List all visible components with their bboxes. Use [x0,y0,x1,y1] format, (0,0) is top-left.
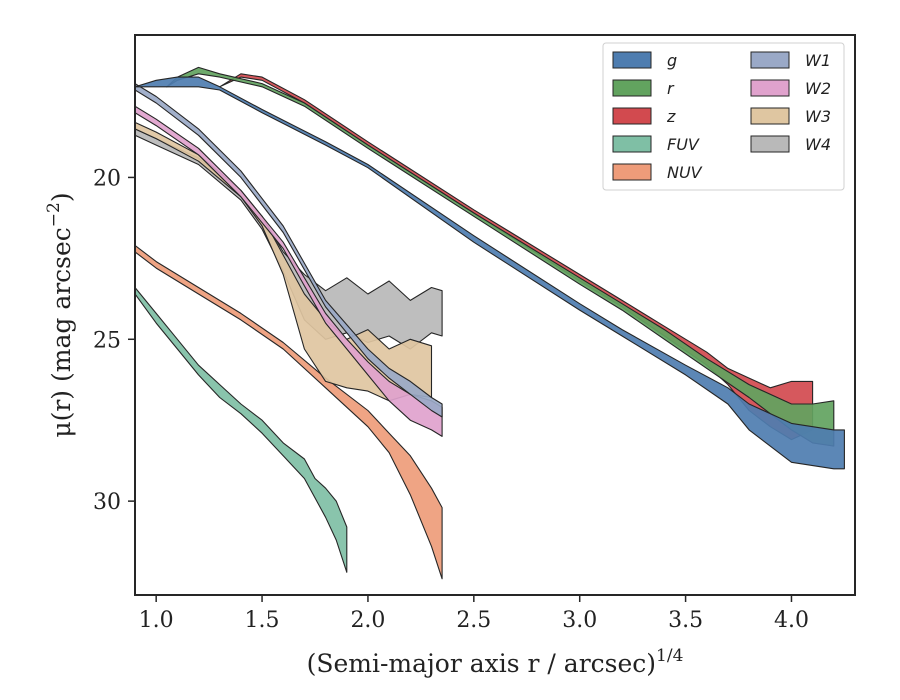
y-tick-label: 25 [93,328,121,353]
plot-frame [134,34,856,596]
band-fuv [135,286,348,573]
legend-swatch-w3 [750,107,790,125]
x-tick-label: 1.5 [245,608,280,633]
y-axis-label: μ(r) (mag arcsec−2) [44,192,76,437]
profile-bands [135,66,845,580]
x-tick-label: 2.0 [350,608,385,633]
x-axis-label: (Semi-major axis r / arcsec)1/4 [307,646,684,678]
y-tick-label: 30 [93,490,121,515]
x-axis-label-exponent: 1/4 [656,646,683,666]
x-axis-ticks: 1.0 1.5 2.0 2.5 3.0 3.5 4.0 [139,595,809,633]
y-axis-ticks: 20 25 30 [93,166,135,515]
legend-swatch-nuv [612,163,652,181]
legend-label-w1: W1 [805,51,831,70]
legend-swatch-w1 [750,51,790,69]
x-tick-label: 2.5 [456,608,491,633]
band-r [166,66,835,447]
x-axis-label-text: (Semi-major axis r / arcsec) [307,649,656,678]
y-axis-label-close: ) [47,192,76,202]
legend-swatch-r [612,79,652,97]
band-w2 [135,105,443,437]
legend: grz FUV NUV W1 W2 W3 W4 [602,42,845,191]
band-w1 [135,83,443,418]
legend-label-nuv: NUV [667,163,703,182]
legend-swatch-fuv [612,135,652,153]
legend-items: grz FUV NUV W1 W2 W3 W4 [612,51,831,182]
legend-swatch-g [612,51,652,69]
legend-swatch-w2 [750,79,790,97]
legend-swatch-z [612,107,652,125]
y-axis-label-exponent: −2 [44,202,64,227]
x-tick-label: 3.0 [562,608,597,633]
x-tick-label: 1.0 [139,608,174,633]
band-nuv [135,244,443,580]
band-w3 [135,121,433,402]
legend-label-g: g [667,51,677,70]
x-tick-label: 3.5 [668,608,703,633]
legend-swatch-w4 [750,135,790,153]
legend-label-w2: W2 [805,79,831,98]
x-tick-label: 4.0 [774,608,809,633]
legend-label-z: z [666,107,676,126]
y-axis-label-text: μ(r) (mag arcsec [47,227,76,437]
y-tick-label: 20 [93,166,121,191]
band-g [135,76,845,470]
legend-label-fuv: FUV [667,135,700,154]
legend-label-w4: W4 [805,135,831,154]
legend-label-r: r [667,79,675,98]
legend-label-w3: W3 [805,107,831,126]
